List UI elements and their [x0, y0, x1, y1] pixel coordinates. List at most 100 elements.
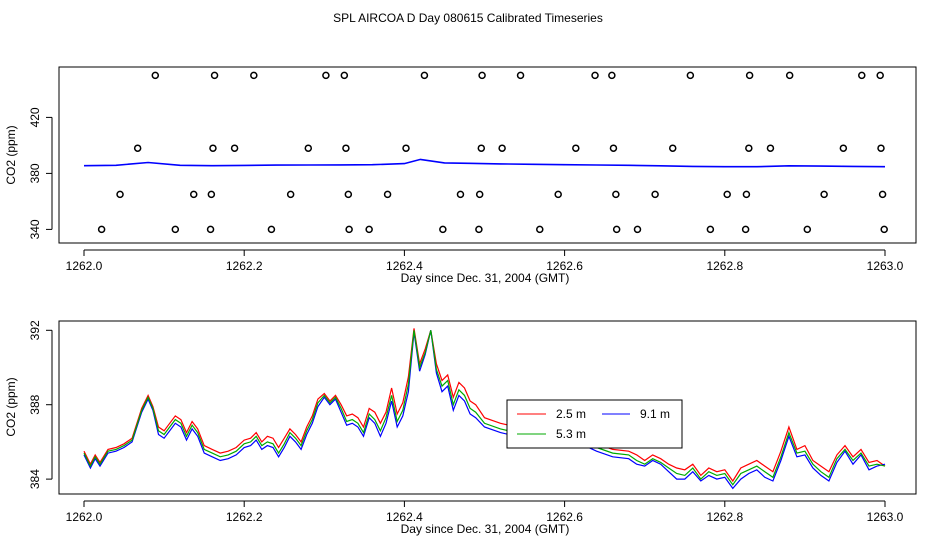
- data-point: [877, 144, 885, 152]
- data-point: [342, 144, 350, 152]
- data-point: [151, 71, 160, 80]
- legend-label-9-1m: 9.1 m: [640, 407, 670, 421]
- series-line-2-5-m: [83, 328, 886, 483]
- data-point: [207, 190, 216, 199]
- top-x-axis: 1262.0 1262.2 1262.4 1262.6 1262.8 1263.0: [66, 249, 904, 273]
- x-tick-label: 1263.0: [867, 510, 904, 524]
- data-point: [230, 144, 239, 152]
- data-point: [723, 190, 731, 199]
- x-tick-label: 1262.8: [706, 259, 743, 273]
- data-point: [97, 225, 106, 234]
- data-point: [475, 190, 484, 199]
- data-point: [250, 71, 258, 80]
- top-chart: 1262.0 1262.2 1262.4 1262.6 1262.8 1263.0 340…: [4, 66, 917, 285]
- data-point: [612, 190, 620, 199]
- data-point: [133, 144, 142, 152]
- data-point: [839, 144, 848, 152]
- top-series-line: [83, 158, 886, 168]
- series-line-5-3-m: [83, 330, 886, 486]
- data-point: [612, 225, 621, 234]
- data-point: [402, 144, 410, 152]
- x-tick-label: 1262.4: [386, 259, 423, 273]
- legend-label-2-5m: 2.5 m: [556, 407, 586, 421]
- y-tick-label: 340: [28, 219, 42, 239]
- bottom-chart: 1262.0 1262.2 1262.4 1262.6 1262.8 1263.0 384…: [4, 320, 917, 536]
- data-point: [340, 71, 349, 80]
- data-point: [498, 144, 506, 152]
- top-plot-frame: [58, 66, 917, 244]
- data-point: [633, 225, 642, 234]
- data-point: [766, 144, 775, 152]
- data-point: [858, 71, 866, 80]
- bottom-plot-frame: [58, 320, 917, 495]
- data-point: [706, 225, 715, 234]
- x-tick-label: 1262.6: [546, 259, 583, 273]
- data-point: [742, 190, 751, 199]
- y-tick-label: 392: [28, 320, 42, 340]
- x-tick-label: 1262.2: [226, 510, 263, 524]
- data-point: [609, 144, 618, 152]
- data-point: [189, 190, 198, 199]
- x-tick-label: 1262.0: [66, 510, 103, 524]
- bottom-y-axis-label: CO2 (ppm): [4, 377, 18, 436]
- bottom-series-lines: [83, 328, 886, 490]
- y-tick-label: 388: [28, 394, 42, 414]
- data-point: [209, 144, 217, 152]
- data-point: [383, 190, 392, 199]
- data-point: [206, 225, 215, 234]
- data-point: [785, 71, 794, 80]
- data-point: [365, 225, 373, 234]
- data-point: [803, 225, 812, 234]
- data-point: [304, 144, 313, 152]
- data-point: [554, 190, 562, 199]
- data-point: [591, 71, 599, 80]
- bottom-y-axis: 384 388 392: [28, 320, 53, 489]
- data-point: [439, 225, 447, 234]
- series-line-9-1-m: [83, 330, 886, 490]
- bottom-x-axis-label: Day since Dec. 31, 2004 (GMT): [401, 522, 570, 536]
- data-point: [475, 225, 483, 234]
- data-point: [420, 71, 429, 80]
- data-point: [171, 225, 180, 234]
- data-point: [745, 144, 753, 152]
- data-point: [880, 225, 888, 234]
- legend: 2.5 m 9.1 m 5.3 m: [506, 399, 683, 449]
- data-point: [286, 190, 295, 199]
- data-point: [344, 190, 353, 199]
- data-point: [651, 190, 659, 199]
- data-point: [878, 190, 887, 199]
- x-tick-label: 1262.6: [546, 510, 583, 524]
- data-point: [477, 144, 486, 152]
- legend-label-5-3m: 5.3 m: [556, 427, 586, 441]
- data-point: [572, 144, 580, 152]
- page-title: SPL AIRCOA D Day 080615 Calibrated Times…: [333, 11, 603, 25]
- data-point: [876, 71, 884, 80]
- x-tick-label: 1262.2: [226, 259, 263, 273]
- data-point: [478, 71, 486, 80]
- top-x-axis-label: Day since Dec. 31, 2004 (GMT): [401, 271, 570, 285]
- data-point: [456, 190, 465, 199]
- top-points: [97, 71, 888, 234]
- data-point: [686, 71, 695, 80]
- data-point: [536, 225, 544, 234]
- data-point: [322, 71, 330, 80]
- data-point: [116, 190, 124, 199]
- data-point: [267, 225, 276, 234]
- x-tick-label: 1262.4: [386, 510, 423, 524]
- y-tick-label: 380: [28, 163, 42, 183]
- x-tick-label: 1262.0: [66, 259, 103, 273]
- data-point: [210, 71, 219, 80]
- x-tick-label: 1263.0: [867, 259, 904, 273]
- data-point: [516, 71, 525, 80]
- data-point: [820, 190, 828, 199]
- data-point: [345, 225, 353, 234]
- y-tick-label: 420: [28, 107, 42, 127]
- bottom-x-axis: 1262.0 1262.2 1262.4 1262.6 1262.8 1263.0: [66, 500, 904, 524]
- top-y-axis: 340 380 420: [28, 107, 53, 239]
- data-point: [668, 144, 677, 152]
- y-tick-label: 384: [28, 469, 42, 489]
- data-point: [745, 71, 754, 80]
- x-tick-label: 1262.8: [706, 510, 743, 524]
- data-point: [741, 225, 750, 234]
